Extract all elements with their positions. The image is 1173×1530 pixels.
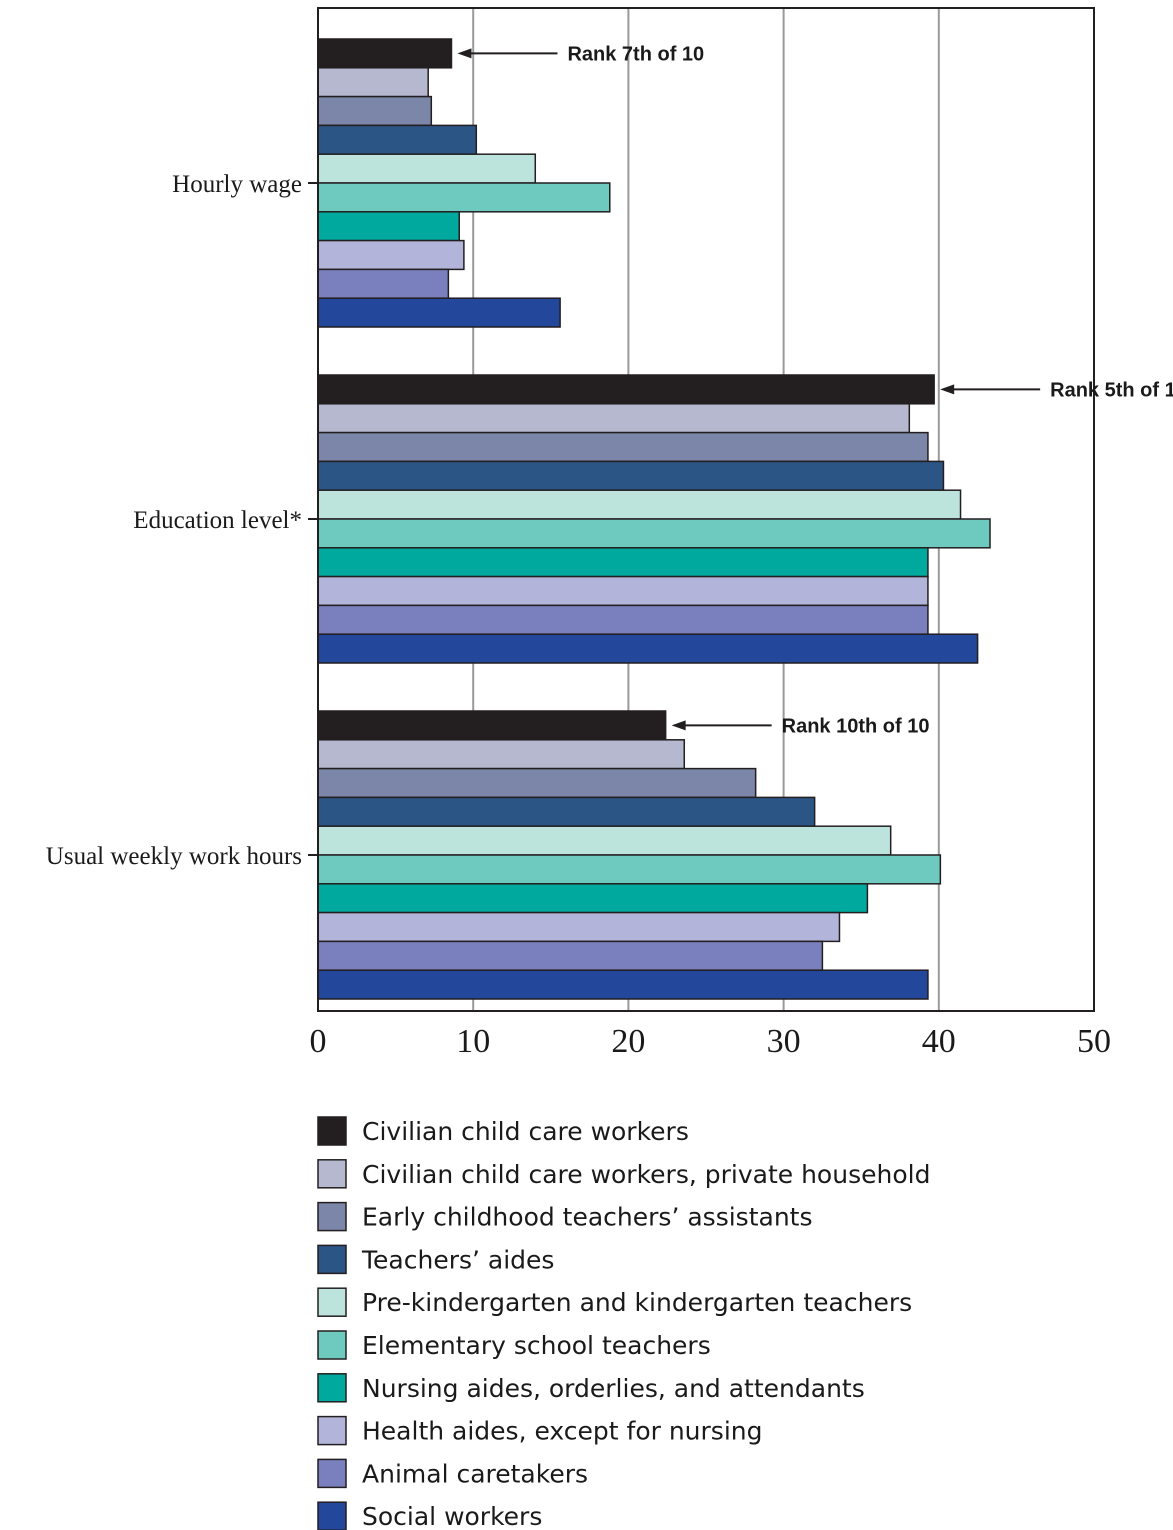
x-tick-label: 0: [310, 1023, 327, 1060]
bar: [317, 374, 935, 405]
bar: [317, 633, 979, 664]
bar: [317, 431, 929, 463]
bar: [317, 239, 465, 271]
annotations: Rank 7th of 10 Rank 5th of 10 Rank 10th of…: [457, 43, 1173, 737]
bar: [317, 182, 611, 213]
bar: [317, 940, 824, 971]
bar: [317, 403, 911, 434]
legend-swatch: [317, 1287, 347, 1317]
legend-label: Social workers: [362, 1502, 542, 1530]
legend-label: Health aides, except for nursing: [362, 1417, 763, 1446]
bar: [317, 825, 892, 856]
bar: [317, 911, 841, 943]
bar: [317, 67, 429, 98]
bar: [317, 547, 929, 578]
legend-label: Civilian child care workers: [362, 1117, 689, 1146]
bar: [317, 969, 929, 1000]
plot-frame: [317, 7, 1095, 1012]
legend-swatch: [317, 1330, 347, 1360]
legend-swatch: [317, 1501, 347, 1530]
x-tick-label: 50: [1077, 1023, 1111, 1060]
bar: [317, 38, 453, 69]
annotation-arrow-head: [457, 48, 472, 59]
annotation-label: Rank 5th of 10: [1050, 379, 1173, 401]
legend-swatch: [317, 1201, 347, 1232]
bar: [317, 489, 962, 520]
annotation-label: Rank 10th of 10: [782, 715, 930, 737]
legend-label: Nursing aides, orderlies, and attendants: [362, 1374, 865, 1403]
category-label: Hourly wage: [172, 171, 302, 198]
bar: [317, 297, 561, 328]
legend-swatch: [317, 1116, 347, 1146]
x-axis-ticks: 0 10 20 30 40 50: [310, 1023, 1112, 1060]
legend-label: Early childhood teachers’ assistants: [362, 1203, 813, 1232]
x-tick-label: 40: [922, 1023, 956, 1060]
legend-swatch: [317, 1373, 347, 1403]
legend-label: Civilian child care workers, private hou…: [362, 1160, 930, 1189]
bar: [317, 518, 991, 549]
bars: [317, 38, 991, 1000]
legend-label: Pre-kindergarten and kindergarten teache…: [362, 1288, 912, 1317]
annotation-arrow-head: [940, 384, 955, 395]
legend: Civilian child care workers Civilian chil…: [317, 1116, 930, 1530]
bar: [317, 124, 478, 155]
bar: [317, 460, 945, 491]
bar: [317, 883, 869, 914]
x-tick-label: 20: [611, 1023, 645, 1060]
bar: [317, 604, 929, 635]
category-labels: Hourly wage Education level* Usual weekly …: [46, 171, 318, 870]
bar: [317, 854, 942, 885]
bar: [317, 767, 757, 799]
bar: [317, 796, 816, 827]
x-tick-label: 30: [767, 1023, 801, 1060]
bar: [317, 575, 929, 607]
legend-swatch: [317, 1159, 347, 1189]
legend-swatch: [317, 1244, 347, 1275]
bar: [317, 739, 686, 770]
legend-swatch: [317, 1415, 347, 1446]
category-label: Usual weekly work hours: [46, 843, 302, 870]
bar: [317, 95, 433, 127]
annotation-arrow-head: [671, 720, 686, 731]
legend-label: Teachers’ aides: [361, 1245, 554, 1274]
legend-swatch: [317, 1458, 347, 1489]
legend-label: Elementary school teachers: [362, 1331, 711, 1360]
bar: [317, 153, 537, 184]
legend-label: Animal caretakers: [362, 1459, 588, 1488]
bar: [317, 211, 460, 242]
category-label: Education level*: [133, 507, 302, 534]
bar: [317, 268, 450, 299]
annotation-label: Rank 7th of 10: [567, 43, 704, 65]
x-tick-label: 10: [456, 1023, 490, 1060]
bar: [317, 710, 667, 741]
